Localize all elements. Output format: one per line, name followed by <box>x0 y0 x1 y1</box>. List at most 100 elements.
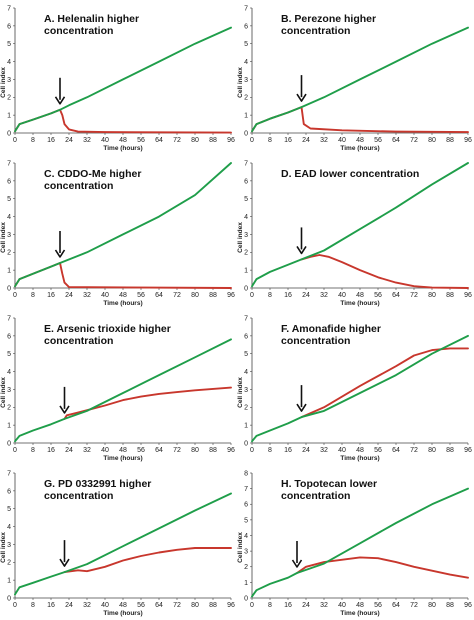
x-tick-label: 56 <box>374 602 382 609</box>
y-tick-label: 0 <box>7 130 11 137</box>
y-axis-label: Cell index <box>0 532 7 563</box>
green-series-line <box>251 162 469 288</box>
red-series-line <box>300 347 469 419</box>
x-tick-label: 80 <box>191 602 199 609</box>
treatment-arrow <box>54 77 66 105</box>
panel-title: B. Perezone higher concentration <box>281 13 376 37</box>
x-axis-label: Time (hours) <box>103 455 142 462</box>
x-tick-label: 16 <box>284 137 292 144</box>
y-tick-label: 6 <box>244 502 248 509</box>
y-tick-label: 2 <box>7 250 11 257</box>
x-tick-label: 0 <box>13 137 17 144</box>
treatment-arrow <box>296 385 307 412</box>
y-tick-label: 5 <box>7 351 11 358</box>
x-tick-label: 32 <box>320 292 328 299</box>
y-tick-label: 7 <box>7 160 11 167</box>
x-tick-label: 96 <box>227 447 235 454</box>
y-tick-label: 4 <box>244 59 248 66</box>
x-tick-label: 16 <box>47 137 55 144</box>
y-tick-label: 5 <box>244 517 248 524</box>
x-tick-label: 48 <box>119 292 127 299</box>
x-tick-label: 88 <box>209 292 217 299</box>
y-tick-label: 3 <box>244 232 248 239</box>
x-tick-label: 40 <box>338 602 346 609</box>
x-tick-label: 48 <box>119 137 127 144</box>
y-tick-label: 4 <box>244 369 248 376</box>
x-tick-label: 56 <box>137 137 145 144</box>
x-tick-label: 88 <box>209 447 217 454</box>
panel-title: G. PD 0332991 higher concentration <box>44 478 151 502</box>
red-series-line <box>63 547 232 574</box>
x-tick-label: 48 <box>356 137 364 144</box>
red-series-line <box>63 386 232 420</box>
x-tick-label: 88 <box>446 602 454 609</box>
x-tick-label: 88 <box>209 602 217 609</box>
y-tick-label: 2 <box>7 560 11 567</box>
x-tick-label: 96 <box>464 602 472 609</box>
x-tick-label: 40 <box>101 292 109 299</box>
x-tick-label: 48 <box>356 602 364 609</box>
chart-panel-5: 0 1 2 3 4 5 6 7 0 8 16 24 32 40 48 56 64 72 80 88 96 Time (ho… <box>0 310 237 465</box>
x-tick-label: 8 <box>268 292 272 299</box>
x-tick-label: 8 <box>31 137 35 144</box>
x-tick-label: 64 <box>392 292 400 299</box>
red-series-line <box>251 106 469 134</box>
x-tick-label: 64 <box>392 447 400 454</box>
x-tick-label: 80 <box>428 292 436 299</box>
y-tick-label: 7 <box>244 315 248 322</box>
x-tick-label: 72 <box>410 602 418 609</box>
x-tick-label: 56 <box>374 292 382 299</box>
green-series-line <box>14 26 232 133</box>
x-tick-label: 24 <box>65 137 73 144</box>
x-tick-label: 40 <box>338 447 346 454</box>
x-tick-label: 64 <box>155 447 163 454</box>
x-tick-label: 24 <box>65 292 73 299</box>
x-tick-label: 0 <box>250 447 254 454</box>
treatment-arrow <box>59 540 70 567</box>
treatment-arrow <box>296 75 307 102</box>
x-tick-label: 24 <box>65 602 73 609</box>
red-series-line <box>300 254 469 289</box>
y-axis-label: Cell index <box>0 67 7 98</box>
x-tick-label: 32 <box>83 602 91 609</box>
y-tick-label: 4 <box>244 533 248 540</box>
x-tick-label: 64 <box>392 602 400 609</box>
x-tick-label: 88 <box>446 292 454 299</box>
chart-panel-7: 0 1 2 3 4 5 6 7 0 8 16 24 32 40 48 56 64 72 80 88 96 Time (ho… <box>0 465 237 620</box>
x-tick-label: 16 <box>284 602 292 609</box>
x-tick-label: 32 <box>320 447 328 454</box>
green-series-line <box>251 26 469 133</box>
y-tick-label: 6 <box>244 178 248 185</box>
x-tick-label: 0 <box>250 292 254 299</box>
red-series-line <box>14 262 232 289</box>
chart-panel-4: 0 1 2 3 4 5 6 7 0 8 16 24 32 40 48 56 64 72 80 88 96 Time (ho… <box>237 155 474 310</box>
green-series-line <box>251 334 469 443</box>
x-tick-label: 88 <box>446 137 454 144</box>
y-tick-label: 3 <box>244 549 248 556</box>
y-tick-label: 6 <box>7 333 11 340</box>
x-tick-label: 40 <box>101 447 109 454</box>
y-axis-label: Cell index <box>237 377 244 408</box>
x-tick-label: 56 <box>137 447 145 454</box>
x-tick-label: 80 <box>428 137 436 144</box>
y-tick-label: 0 <box>244 285 248 292</box>
y-tick-label: 7 <box>7 470 11 477</box>
x-tick-label: 56 <box>137 602 145 609</box>
x-tick-label: 32 <box>83 137 91 144</box>
x-tick-label: 56 <box>137 292 145 299</box>
x-tick-label: 8 <box>31 602 35 609</box>
x-tick-label: 96 <box>227 602 235 609</box>
y-tick-label: 2 <box>244 95 248 102</box>
x-axis-label: Time (hours) <box>103 610 142 617</box>
green-series-line <box>14 492 232 596</box>
treatment-arrow <box>54 231 66 258</box>
x-axis-label: Time (hours) <box>103 300 142 307</box>
x-tick-label: 16 <box>47 447 55 454</box>
x-tick-label: 56 <box>374 447 382 454</box>
y-tick-label: 7 <box>244 5 248 12</box>
